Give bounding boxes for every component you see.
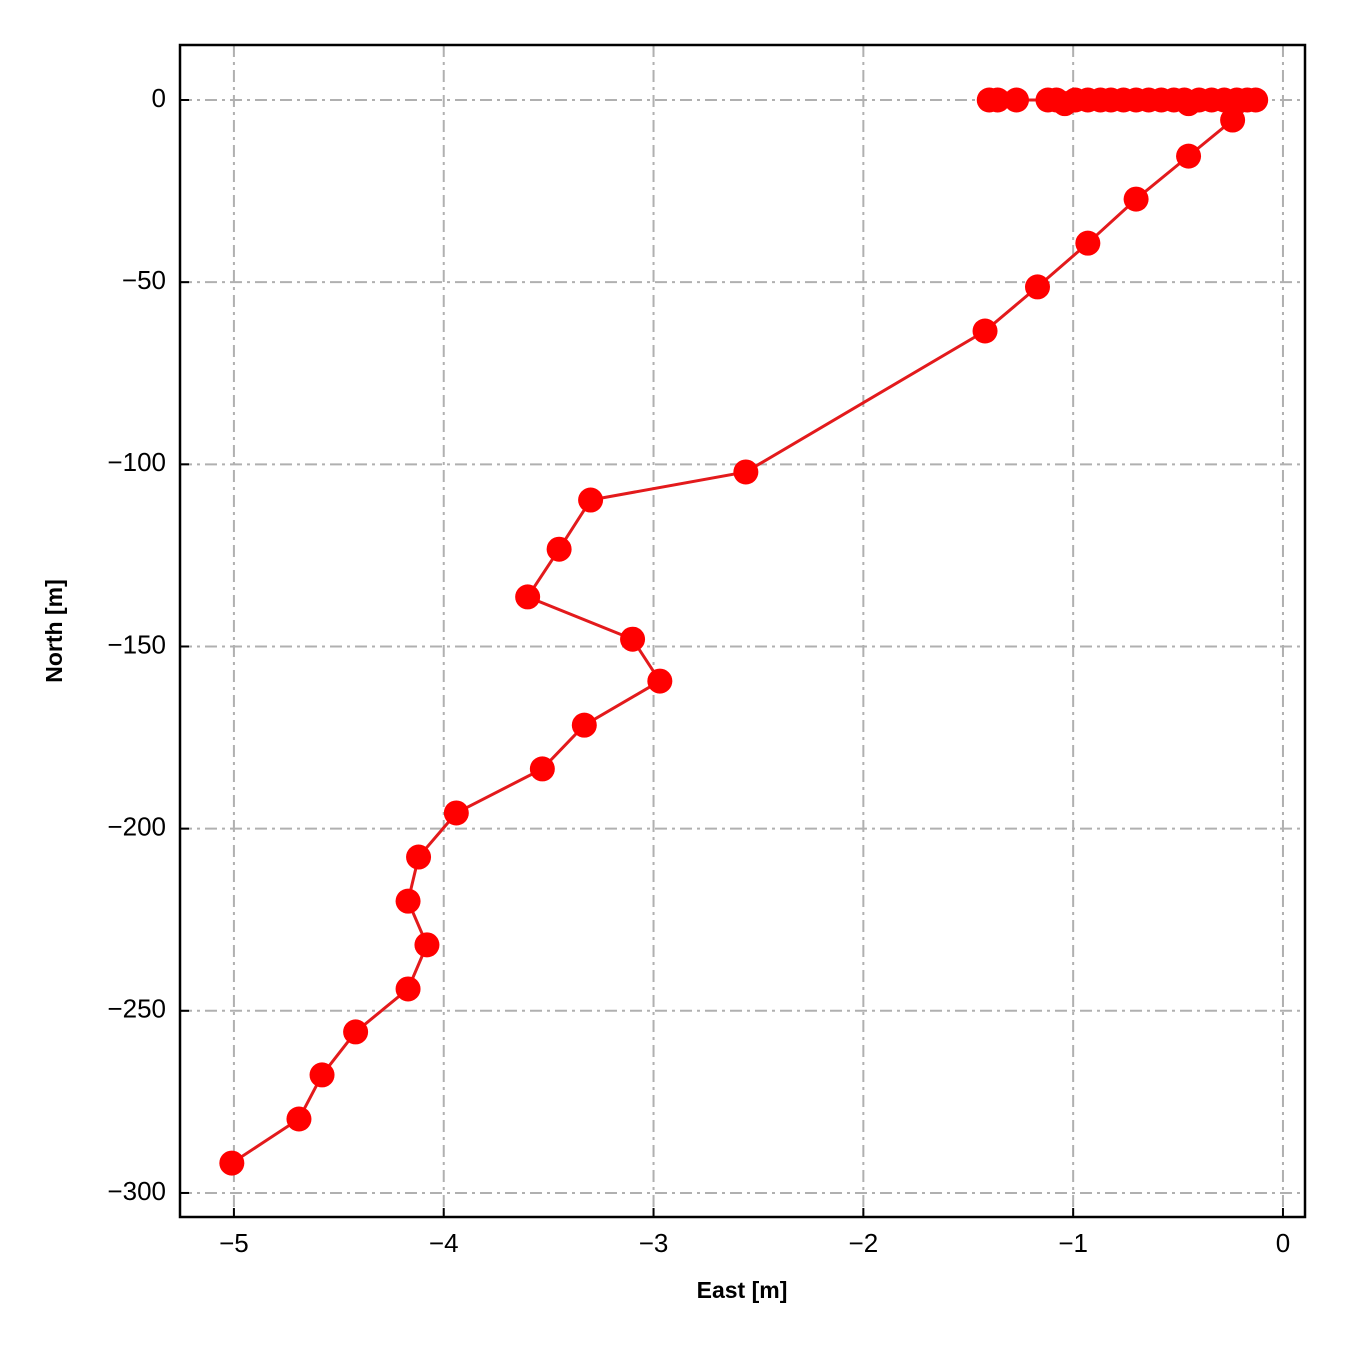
y-tick-label: −250 xyxy=(107,994,166,1024)
point xyxy=(546,536,572,562)
point xyxy=(620,626,646,652)
point xyxy=(571,712,597,738)
axes-frame xyxy=(178,43,1307,1219)
y-tick-label: −50 xyxy=(122,265,166,295)
point xyxy=(1220,107,1246,133)
point xyxy=(219,1150,245,1176)
point xyxy=(1004,87,1030,113)
grid xyxy=(180,45,1305,1217)
point xyxy=(733,459,759,485)
point xyxy=(529,756,555,782)
point xyxy=(1024,274,1050,300)
x-tick-label: −1 xyxy=(1058,1228,1088,1258)
point xyxy=(343,1019,369,1045)
point xyxy=(972,318,998,344)
y-tick-label: −150 xyxy=(107,629,166,659)
point xyxy=(1176,143,1202,169)
x-tick-label: −4 xyxy=(429,1228,459,1258)
y-axis-label: North [m] xyxy=(41,579,67,682)
plot-area xyxy=(219,87,1269,1176)
point xyxy=(515,584,541,610)
x-tick-label: 0 xyxy=(1276,1228,1290,1258)
point xyxy=(647,668,673,694)
point xyxy=(395,976,421,1002)
x-tick-label: −3 xyxy=(639,1228,669,1258)
x-tick-label: −2 xyxy=(849,1228,879,1258)
point xyxy=(395,888,421,914)
point xyxy=(309,1062,335,1088)
y-tick-label: −200 xyxy=(107,812,166,842)
y-tick-label: 0 xyxy=(152,83,166,113)
point xyxy=(414,932,440,958)
y-tick-label: −100 xyxy=(107,447,166,477)
point xyxy=(1075,230,1101,256)
point xyxy=(286,1106,312,1132)
point xyxy=(985,87,1011,113)
point xyxy=(1123,186,1149,212)
point xyxy=(1243,87,1269,113)
y-tick-label: −300 xyxy=(107,1176,166,1206)
x-axis-label: East [m] xyxy=(697,1277,788,1303)
point xyxy=(406,844,432,870)
point xyxy=(443,800,469,826)
x-tick-label: −5 xyxy=(219,1228,249,1258)
point xyxy=(578,487,604,513)
